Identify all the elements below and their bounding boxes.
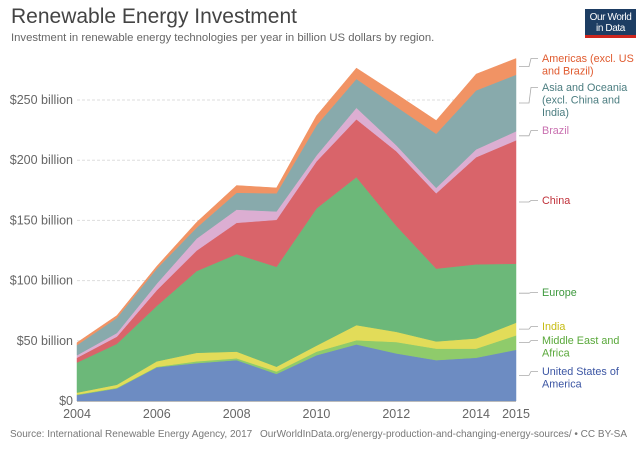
legend-leader-line <box>519 371 538 376</box>
x-tick-label: 2006 <box>143 407 171 421</box>
legend-label: (excl. China and <box>542 95 620 107</box>
legend-leader-line <box>519 200 538 203</box>
legend-label: Middle East and <box>542 335 619 347</box>
chart-title: Renewable Energy Investment <box>11 5 297 28</box>
y-axis: $0 $50 billion $100 billion $150 billion $20… <box>10 93 73 408</box>
y-tick-label: $50 billion <box>17 334 73 348</box>
area-series <box>76 58 517 402</box>
legend-label: India <box>542 321 565 333</box>
legend-label: and Brazil) <box>542 66 594 78</box>
y-tick-label: $0 <box>59 394 73 408</box>
y-tick-label: $250 billion <box>10 93 73 107</box>
legend-item[interactable]: Brazil <box>519 125 569 137</box>
logo-line-2: in Data <box>596 23 625 34</box>
legend-label: China <box>542 195 570 207</box>
x-tick-label: 2010 <box>303 407 331 421</box>
legend-leader-line <box>519 87 538 104</box>
legend-label: India) <box>542 107 569 119</box>
legend-leader-line <box>519 326 538 330</box>
legend-label: Americas (excl. US <box>542 53 634 65</box>
legend-leader-line <box>519 58 538 67</box>
x-tick-label: 2004 <box>63 407 91 421</box>
legend-item[interactable]: Europe <box>519 287 577 299</box>
y-tick-label: $150 billion <box>10 213 73 227</box>
x-tick-label: 2015 <box>502 407 530 421</box>
legend-label: America <box>542 379 582 391</box>
x-axis: 2004 2006 2008 2010 2012 2014 2015 <box>63 401 530 421</box>
url-license[interactable]: OurWorldInData.org/energy-production-and… <box>259 429 627 440</box>
source-note: Source: International Renewable Energy A… <box>10 429 253 440</box>
logo-line-1: Our World <box>589 12 632 23</box>
x-tick-label: 2014 <box>462 407 490 421</box>
legend-label: Brazil <box>542 125 569 137</box>
y-tick-label: $200 billion <box>10 153 73 167</box>
logo-accent-bar <box>585 35 636 38</box>
legend-item[interactable]: China <box>519 195 570 207</box>
legend-leader-line <box>519 340 538 343</box>
legend-label: Europe <box>542 287 577 299</box>
x-tick-label: 2012 <box>382 407 410 421</box>
legend-leader-line <box>519 130 538 137</box>
legend-item[interactable]: India <box>519 321 565 333</box>
legend-label: Africa <box>542 348 570 360</box>
legend-label: United States of <box>542 366 620 378</box>
legend-leader-line <box>519 292 538 294</box>
y-tick-label: $100 billion <box>10 274 73 288</box>
area-americas-excl-us-and-brazil[interactable] <box>76 58 517 346</box>
x-tick-label: 2008 <box>223 407 251 421</box>
owid-logo[interactable]: Our World in Data <box>585 9 636 38</box>
legend-label: Asia and Oceania <box>542 82 627 94</box>
chart-subtitle: Investment in renewable energy technolog… <box>11 32 435 44</box>
